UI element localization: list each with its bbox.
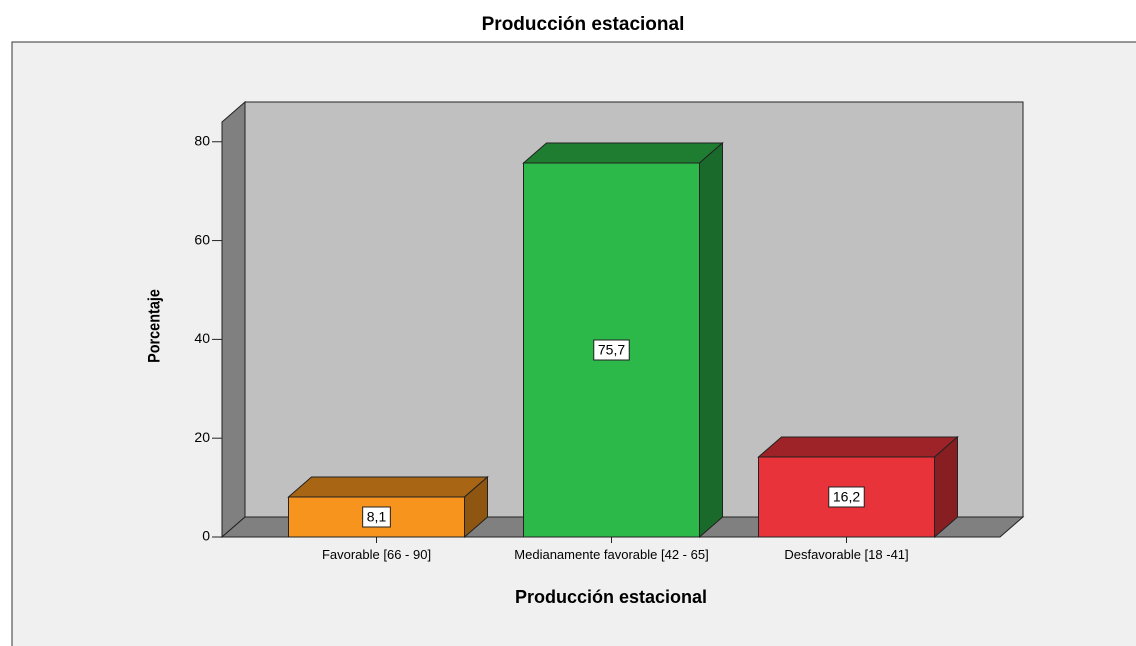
- bar-side: [699, 141, 723, 539]
- side-wall: [221, 100, 246, 539]
- value-label-box: [828, 486, 865, 508]
- bar-top: [757, 436, 959, 458]
- y-tick-label: 0: [202, 528, 210, 544]
- y-tick-label: 20: [194, 429, 210, 445]
- x-tick-label: Medianamente favorable [42 - 65]: [514, 547, 709, 562]
- value-label: 16,2: [833, 489, 860, 505]
- value-label-box: [593, 339, 630, 361]
- value-label: 8,1: [367, 509, 387, 525]
- x-tick-label: Favorable [66 - 90]: [321, 547, 432, 562]
- x-tick-label: Desfavorable [18 -41]: [784, 547, 909, 562]
- bar-top: [522, 142, 724, 164]
- chart-title: Producción estacional: [482, 14, 685, 35]
- y-tick-label: 60: [194, 231, 210, 247]
- value-label-box: [362, 506, 391, 528]
- y-tick-label: 80: [194, 132, 210, 148]
- y-tick-label: 40: [194, 330, 210, 346]
- y-axis-label: Porcentaje: [145, 289, 163, 363]
- value-label: 75,7: [598, 342, 625, 358]
- bar-top: [287, 476, 489, 498]
- x-axis-label: Producción estacional: [515, 587, 707, 607]
